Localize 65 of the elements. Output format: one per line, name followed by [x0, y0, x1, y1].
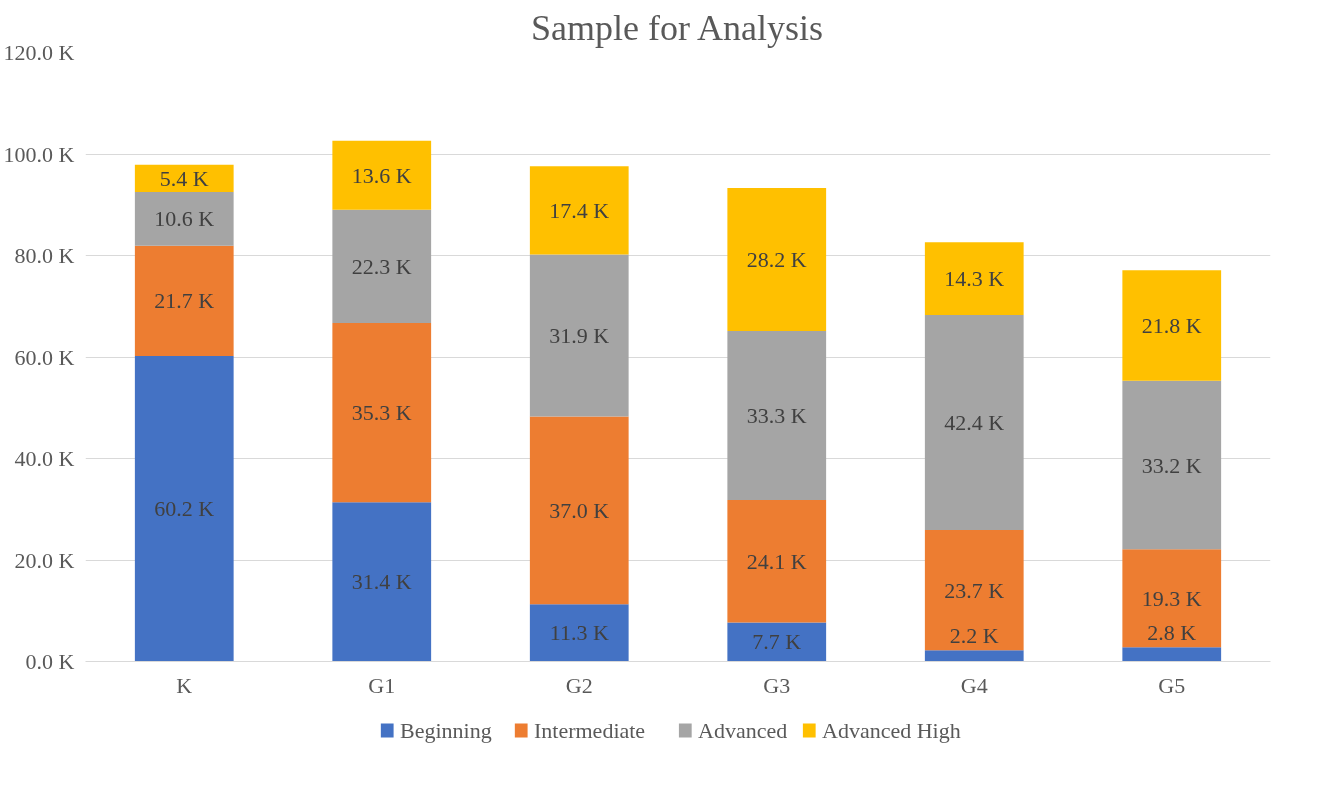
data-label: 21.8 K: [1141, 313, 1202, 339]
x-tick-label: G4: [960, 672, 988, 698]
y-tick-label: 0.0 K: [25, 649, 75, 674]
bar: [1122, 380, 1222, 550]
data-label: 42.4 K: [944, 409, 1005, 435]
data-label: 31.4 K: [351, 569, 412, 595]
bar: [332, 502, 432, 662]
data-label: 35.3 K: [351, 400, 412, 426]
data-label: 31.9 K: [549, 322, 610, 348]
data-label: 14.3 K: [944, 266, 1005, 292]
bar: [1122, 270, 1222, 381]
data-label: 2.8 K: [1147, 620, 1197, 646]
y-tick-label: 40.0 K: [14, 446, 75, 471]
bar: [529, 254, 629, 417]
y-tick-label: 20.0 K: [14, 547, 75, 573]
bar: [924, 650, 1024, 662]
legend-label: Advanced: [698, 718, 788, 743]
bar: [727, 622, 827, 662]
data-label: 10.6 K: [154, 206, 215, 232]
bar: [1122, 647, 1222, 662]
bar: [727, 500, 827, 623]
data-label: 24.1 K: [746, 548, 807, 574]
data-label: 21.7 K: [154, 288, 215, 314]
data-label: 33.3 K: [746, 403, 807, 429]
data-label: 11.3 K: [549, 620, 609, 646]
y-tick-label: 120.0 K: [3, 40, 75, 65]
y-tick-label: 80.0 K: [14, 243, 75, 268]
data-label: 5.4 K: [159, 165, 209, 191]
chart-title: Sample for Analysis: [531, 7, 823, 48]
data-label: 23.7 K: [944, 577, 1005, 603]
data-label: 19.3 K: [1141, 585, 1202, 611]
bar: [134, 192, 234, 246]
x-tick-label: G2: [565, 672, 593, 698]
data-label: 37.0 K: [549, 497, 610, 523]
bar: [1122, 549, 1222, 648]
data-label: 22.3 K: [351, 253, 412, 279]
bar: [924, 530, 1024, 651]
data-label: 17.4 K: [549, 197, 610, 223]
legend-label: Advanced High: [822, 718, 961, 743]
x-tick-label: G1: [368, 672, 396, 698]
bar: [924, 314, 1024, 531]
x-tick-label: G3: [763, 672, 791, 698]
legend-label: Beginning: [399, 718, 492, 743]
data-label: 33.2 K: [1141, 452, 1202, 478]
data-label: 28.2 K: [746, 247, 807, 273]
bar: [134, 245, 234, 356]
bar: [332, 323, 432, 503]
bar: [924, 242, 1024, 315]
x-tick-label: G5: [1158, 672, 1186, 698]
y-tick-label: 60.0 K: [14, 344, 75, 370]
y-tick-label: 100.0 K: [3, 141, 75, 167]
bar: [727, 331, 827, 501]
bar: [529, 604, 629, 662]
x-tick-label: K: [176, 672, 193, 698]
bar: [332, 209, 432, 323]
data-label: 13.6 K: [351, 162, 412, 188]
bar: [529, 416, 629, 605]
bar: [332, 140, 432, 210]
data-label: 60.2 K: [154, 496, 215, 522]
bar: [727, 188, 827, 332]
legend-label: Intermediate: [533, 718, 646, 743]
bar: [134, 355, 234, 662]
bar: [529, 166, 629, 255]
data-label: 2.2 K: [949, 623, 999, 649]
data-label: 7.7 K: [752, 629, 802, 655]
